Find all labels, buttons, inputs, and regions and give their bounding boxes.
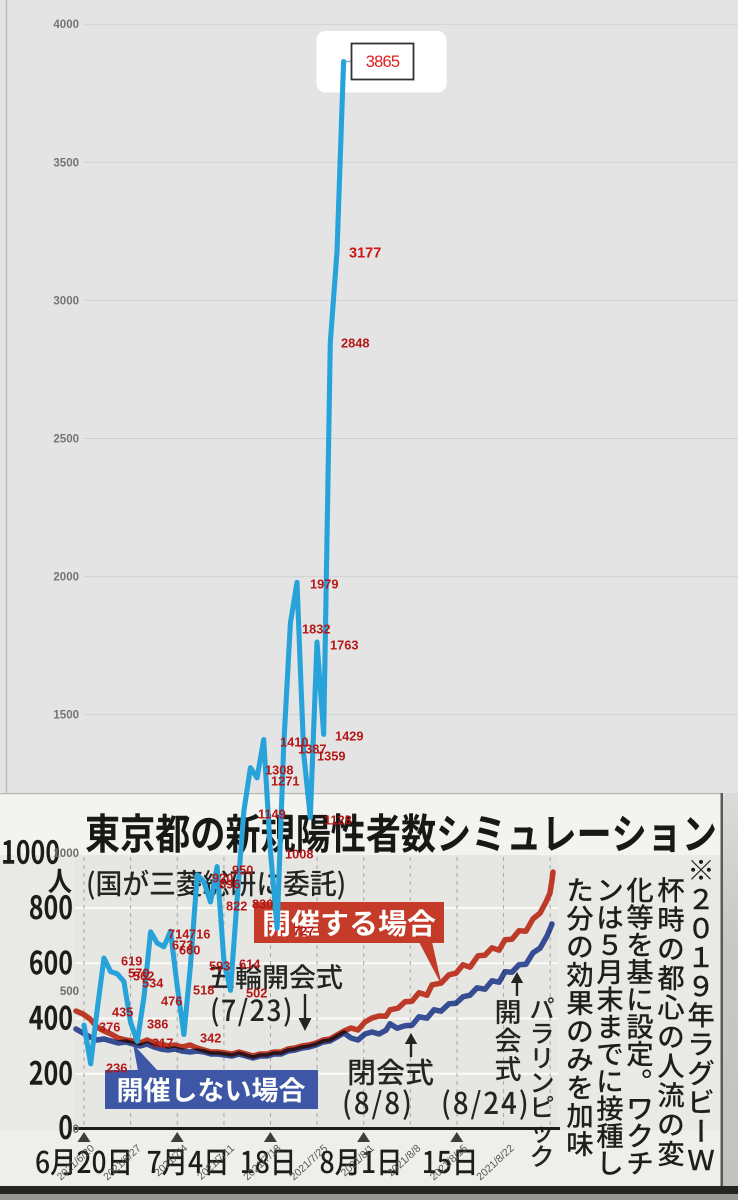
svg-text:0: 0 [73,1124,79,1136]
svg-text:614: 614 [239,957,261,972]
svg-text:1979: 1979 [310,577,338,592]
svg-text:896: 896 [219,877,240,892]
svg-text:518: 518 [193,983,214,998]
svg-text:830: 830 [252,897,273,912]
svg-text:3177: 3177 [349,246,381,262]
svg-text:950: 950 [232,863,253,878]
svg-text:3500: 3500 [53,157,79,169]
svg-text:1387: 1387 [298,742,326,757]
svg-text:562: 562 [133,969,154,984]
svg-text:920: 920 [212,871,233,886]
svg-text:1271: 1271 [271,774,299,789]
svg-text:1410: 1410 [280,735,308,750]
svg-text:570: 570 [128,966,149,981]
svg-text:4000: 4000 [53,19,79,31]
svg-text:534: 534 [142,976,164,991]
svg-text:435: 435 [112,1005,133,1020]
svg-text:1128: 1128 [324,813,352,828]
svg-text:822: 822 [226,899,247,914]
svg-text:2500: 2500 [53,434,79,446]
svg-text:1149: 1149 [258,807,286,822]
svg-text:2848: 2848 [341,336,369,351]
svg-text:317: 317 [152,1036,173,1051]
svg-text:619: 619 [121,954,142,969]
svg-text:502: 502 [246,986,267,1001]
svg-text:593: 593 [209,959,230,974]
svg-text:714: 714 [168,927,190,942]
svg-text:727: 727 [293,924,314,939]
svg-text:236: 236 [106,1061,127,1076]
svg-text:1000: 1000 [53,848,79,860]
svg-text:3000: 3000 [53,295,79,307]
svg-text:1832: 1832 [302,622,330,637]
svg-text:476: 476 [161,994,182,1009]
svg-text:716: 716 [189,927,210,942]
svg-text:1763: 1763 [330,638,358,653]
svg-text:500: 500 [60,986,79,998]
svg-text:2000: 2000 [53,572,79,584]
svg-text:376: 376 [99,1020,120,1035]
svg-text:1429: 1429 [335,729,363,744]
svg-text:660: 660 [179,943,200,958]
svg-text:1500: 1500 [53,710,79,722]
svg-text:342: 342 [200,1031,221,1046]
svg-text:1359: 1359 [317,749,345,764]
svg-text:386: 386 [147,1017,168,1032]
svg-text:3865: 3865 [366,53,400,71]
svg-text:1308: 1308 [265,763,293,778]
svg-text:673: 673 [172,938,193,953]
svg-text:1008: 1008 [285,847,313,862]
